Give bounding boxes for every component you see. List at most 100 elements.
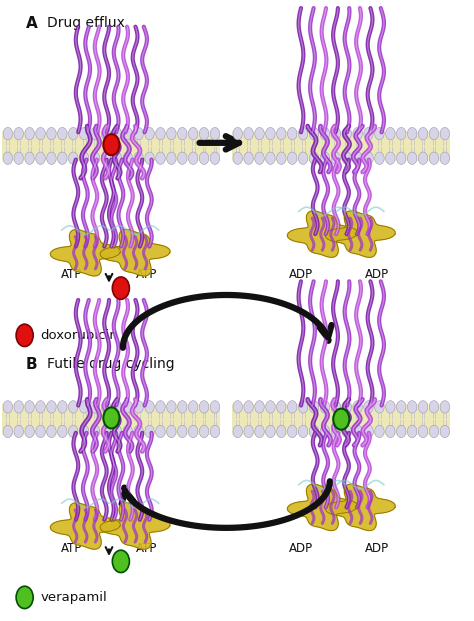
Circle shape [3,127,12,140]
Circle shape [385,152,395,165]
Circle shape [155,152,165,165]
Polygon shape [50,230,120,276]
Circle shape [342,401,351,413]
Circle shape [429,152,439,165]
Circle shape [177,425,187,438]
Circle shape [233,127,242,140]
Circle shape [309,152,319,165]
Circle shape [46,425,56,438]
Circle shape [265,401,275,413]
Circle shape [277,425,286,438]
Circle shape [210,401,219,413]
Circle shape [353,152,362,165]
Circle shape [255,152,264,165]
Circle shape [199,425,209,438]
Circle shape [79,425,89,438]
Circle shape [90,401,100,413]
Text: ATP: ATP [136,268,158,281]
Circle shape [265,425,275,438]
Circle shape [199,127,209,140]
Polygon shape [50,503,120,549]
Circle shape [407,152,417,165]
Circle shape [36,401,45,413]
Circle shape [90,127,100,140]
Text: ATP: ATP [60,542,82,555]
Circle shape [309,425,319,438]
Circle shape [14,425,23,438]
Circle shape [418,425,428,438]
Circle shape [103,407,119,428]
Circle shape [145,152,155,165]
Circle shape [255,425,264,438]
Circle shape [57,127,67,140]
Circle shape [79,152,89,165]
Circle shape [123,425,132,438]
Circle shape [320,127,330,140]
Circle shape [199,152,209,165]
Circle shape [177,152,187,165]
Circle shape [299,152,308,165]
Circle shape [112,401,121,413]
Circle shape [440,425,449,438]
Circle shape [407,401,417,413]
Circle shape [244,425,253,438]
Circle shape [57,425,67,438]
Circle shape [177,127,187,140]
Circle shape [309,401,319,413]
Circle shape [3,401,12,413]
Text: A: A [26,16,38,30]
Circle shape [396,401,406,413]
Circle shape [342,152,351,165]
Circle shape [233,401,242,413]
Circle shape [429,127,439,140]
Circle shape [320,425,330,438]
Polygon shape [287,484,357,530]
Polygon shape [325,484,395,530]
Circle shape [233,425,242,438]
Circle shape [112,425,121,438]
Circle shape [299,401,308,413]
Text: ATP: ATP [136,542,158,555]
Circle shape [25,401,34,413]
Circle shape [320,401,330,413]
Circle shape [265,127,275,140]
Circle shape [244,401,253,413]
Circle shape [3,152,12,165]
FancyBboxPatch shape [232,130,450,161]
Circle shape [299,127,308,140]
FancyBboxPatch shape [232,404,450,435]
Circle shape [299,425,308,438]
FancyBboxPatch shape [2,409,220,430]
Text: Drug efflux: Drug efflux [47,16,125,30]
Circle shape [188,401,198,413]
FancyBboxPatch shape [2,404,220,435]
Circle shape [265,152,275,165]
Text: ADP: ADP [289,542,313,555]
Circle shape [103,134,119,155]
Circle shape [46,152,56,165]
Circle shape [166,425,176,438]
Circle shape [385,401,395,413]
Circle shape [353,127,362,140]
Circle shape [364,127,373,140]
Circle shape [101,401,110,413]
Text: ADP: ADP [365,268,389,281]
Circle shape [68,127,78,140]
Circle shape [3,425,12,438]
Circle shape [155,401,165,413]
Circle shape [199,401,209,413]
Circle shape [396,152,406,165]
Circle shape [429,401,439,413]
Circle shape [123,401,132,413]
Circle shape [429,425,439,438]
Circle shape [331,152,340,165]
FancyBboxPatch shape [2,130,220,161]
Circle shape [36,152,45,165]
Text: Futile drug cycling: Futile drug cycling [47,357,175,371]
Circle shape [418,401,428,413]
Circle shape [57,152,67,165]
Circle shape [374,152,384,165]
Circle shape [14,152,23,165]
Circle shape [25,152,34,165]
Circle shape [145,127,155,140]
